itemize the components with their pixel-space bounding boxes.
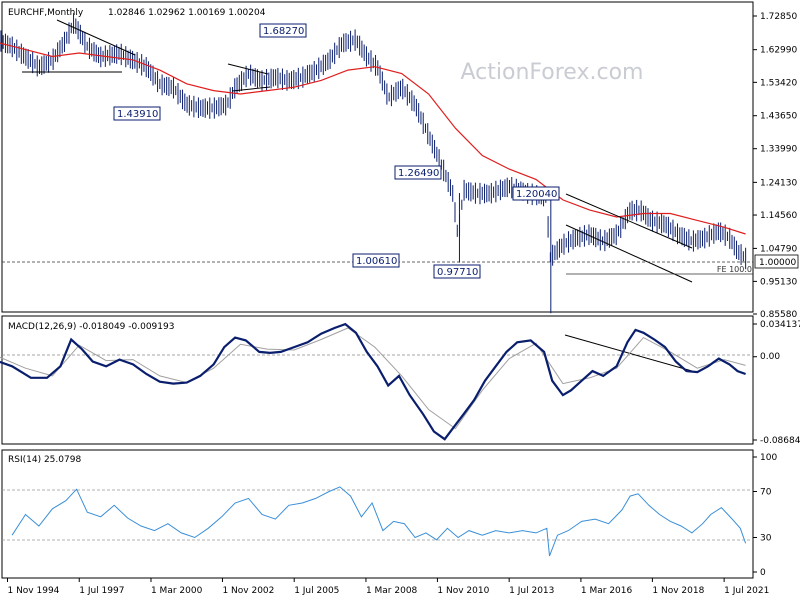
x-tick-label-10: 1 Jul 2021 — [724, 586, 769, 596]
rsi-tick-label-2: 30 — [760, 534, 772, 544]
annotation-box-5 — [433, 264, 481, 279]
x-tick-label-8: 1 Mar 2016 — [581, 586, 633, 596]
price-tick-label-3: 1.43650 — [760, 112, 797, 122]
rsi-axis-ticks: 100 70 30 0 — [753, 453, 777, 578]
rsi-panel: RSI(14) 25.0798 100 70 30 0 — [1, 449, 777, 579]
rsi-panel-frame — [1, 449, 754, 579]
macd-panel-frame — [1, 315, 754, 445]
annotation-label-1: 1.43910 — [117, 109, 158, 120]
rsi-tick-label-1: 70 — [760, 488, 772, 498]
current-price-box — [754, 254, 799, 269]
price-tick-label-9: 0.85580 — [760, 310, 797, 320]
x-tick-label-0: 1 Nov 1994 — [7, 586, 59, 596]
macd-trend-line — [564, 334, 693, 372]
moving-average-line — [0, 42, 746, 235]
annotation-box-0 — [259, 23, 307, 38]
annotation-box-2 — [394, 165, 442, 180]
x-axis-ticks: 1 Nov 1994 1 Jul 1997 1 Mar 2000 1 Nov 2002… — [6, 578, 769, 596]
trend-line-1997-top — [56, 19, 136, 56]
price-tick-label-2: 1.53420 — [760, 78, 797, 88]
watermark: ActionForex.com — [461, 60, 644, 85]
channel-top — [565, 193, 693, 249]
price-bars — [0, 13, 747, 314]
price-tick-label-0: 1.72850 — [760, 12, 797, 22]
macd-current-label: 0.00 — [760, 352, 780, 362]
x-tick-label-3: 1 Nov 2002 — [222, 586, 274, 596]
price-tick-label-8: 0.95130 — [760, 277, 797, 287]
wedge-top-2003 — [227, 63, 269, 75]
annotation-label-2: 1.26490 — [398, 168, 439, 179]
rsi-line — [11, 486, 747, 557]
price-tick-label-7: 1.04790 — [760, 244, 797, 254]
price-panel: EURCHF,Monthly 1.02846 1.02962 1.00169 1… — [0, 1, 799, 320]
x-tick-label-1: 1 Jul 1997 — [79, 586, 124, 596]
macd-tick-label-2: -0.086849 — [760, 436, 800, 446]
macd-signal-line — [0, 327, 746, 430]
rsi-tick-label-3: 0 — [760, 568, 766, 578]
annotation-box-3 — [512, 186, 560, 201]
annotation-box-1 — [113, 106, 161, 121]
macd-panel: MACD(12,26,9) -0.018049 -0.009193 0.0341… — [0, 315, 800, 446]
price-panel-title: EURCHF,Monthly — [8, 8, 84, 18]
macd-main-line — [0, 322, 746, 441]
annotation-label-4: 1.00610 — [356, 256, 397, 267]
x-tick-label-9: 1 Nov 2018 — [652, 586, 704, 596]
price-axis-ticks: 1.72850 1.62990 1.53420 1.43650 1.33990 1.241… — [753, 12, 797, 320]
macd-axis-ticks: 0.034137 -0.086849 — [753, 320, 800, 446]
x-tick-label-2: 1 Mar 2000 — [151, 586, 203, 596]
ohlc-readout: 1.02846 1.02962 1.00169 1.00204 — [108, 8, 266, 18]
current-price-label: 1.00000 — [759, 258, 796, 268]
x-tick-label-4: 1 Jul 2005 — [294, 586, 339, 596]
price-tick-label-4: 1.33990 — [760, 145, 797, 155]
rsi-panel-title: RSI(14) 25.0798 — [8, 455, 81, 465]
annotation-label-0: 1.68270 — [263, 26, 304, 37]
fe-label: FE 100.0 — [717, 265, 752, 274]
annotation-label-3: 1.20040 — [516, 189, 557, 200]
x-tick-label-6: 1 Nov 2010 — [437, 586, 489, 596]
rsi-tick-label-0: 100 — [760, 453, 777, 463]
annotation-box-4 — [352, 253, 400, 268]
wedge-bottom-2003 — [231, 86, 271, 92]
macd-tick-label-0: 0.034137 — [760, 320, 800, 330]
price-tick-label-5: 1.24130 — [760, 178, 797, 188]
annotation-label-5: 0.97710 — [437, 267, 478, 278]
price-tick-label-1: 1.62990 — [760, 46, 797, 56]
price-tick-label-6: 1.14560 — [760, 211, 797, 221]
price-annotations: 1.68270 1.43910 1.26490 1.20040 1.00610 0.977… — [113, 23, 560, 279]
x-tick-label-7: 1 Jul 2013 — [509, 586, 554, 596]
x-tick-label-5: 1 Mar 2008 — [366, 586, 418, 596]
macd-panel-title: MACD(12,26,9) -0.018049 -0.009193 — [8, 322, 174, 332]
channel-bottom — [565, 224, 693, 283]
